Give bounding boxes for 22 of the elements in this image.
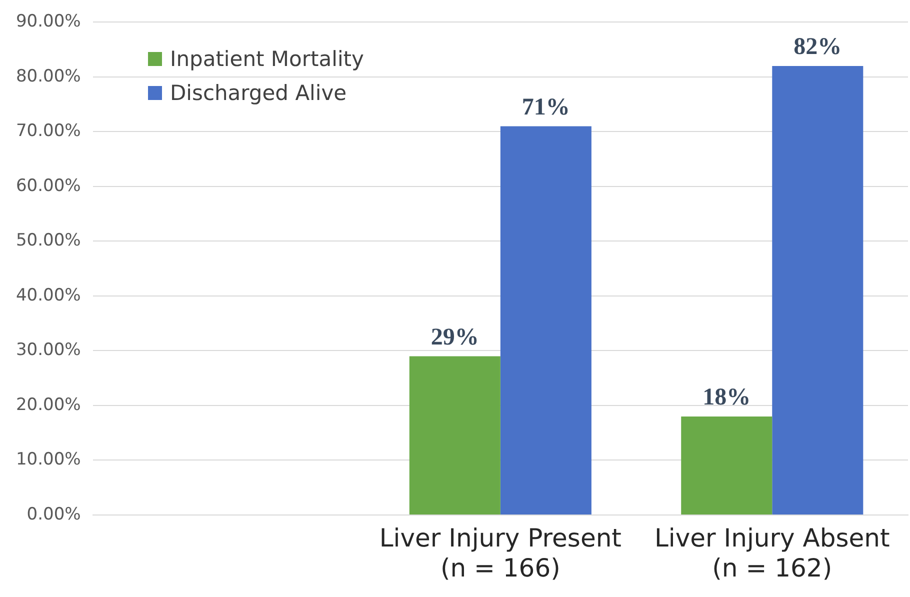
y-tick-label: 50.00%: [16, 230, 81, 251]
y-tick-label: 40.00%: [16, 285, 81, 306]
data-label: 82%: [794, 34, 842, 60]
data-label: 71%: [522, 94, 570, 120]
bar: [772, 66, 864, 514]
x-tick-label: Liver Injury Present (n = 166): [379, 524, 622, 582]
y-tick-label: 80.00%: [16, 66, 81, 86]
legend-label: Discharged Alive: [170, 81, 347, 105]
x-tick-label: Liver Injury Absent (n = 162): [654, 524, 890, 582]
y-tick-label: 10.00%: [16, 450, 81, 470]
legend-label: Inpatient Mortality: [170, 47, 364, 71]
bar: [681, 416, 772, 514]
bar: [409, 356, 500, 514]
bar: [500, 126, 592, 514]
y-tick-label: 20.00%: [16, 394, 81, 415]
y-tick-label: 60.00%: [16, 176, 81, 196]
y-tick-label: 30.00%: [16, 340, 81, 360]
y-tick-label: 70.00%: [16, 121, 81, 142]
y-tick-label: 90.00%: [16, 12, 81, 32]
data-label: 29%: [430, 324, 479, 350]
data-label: 18%: [702, 384, 751, 411]
y-tick-label: 0.00%: [26, 504, 81, 524]
